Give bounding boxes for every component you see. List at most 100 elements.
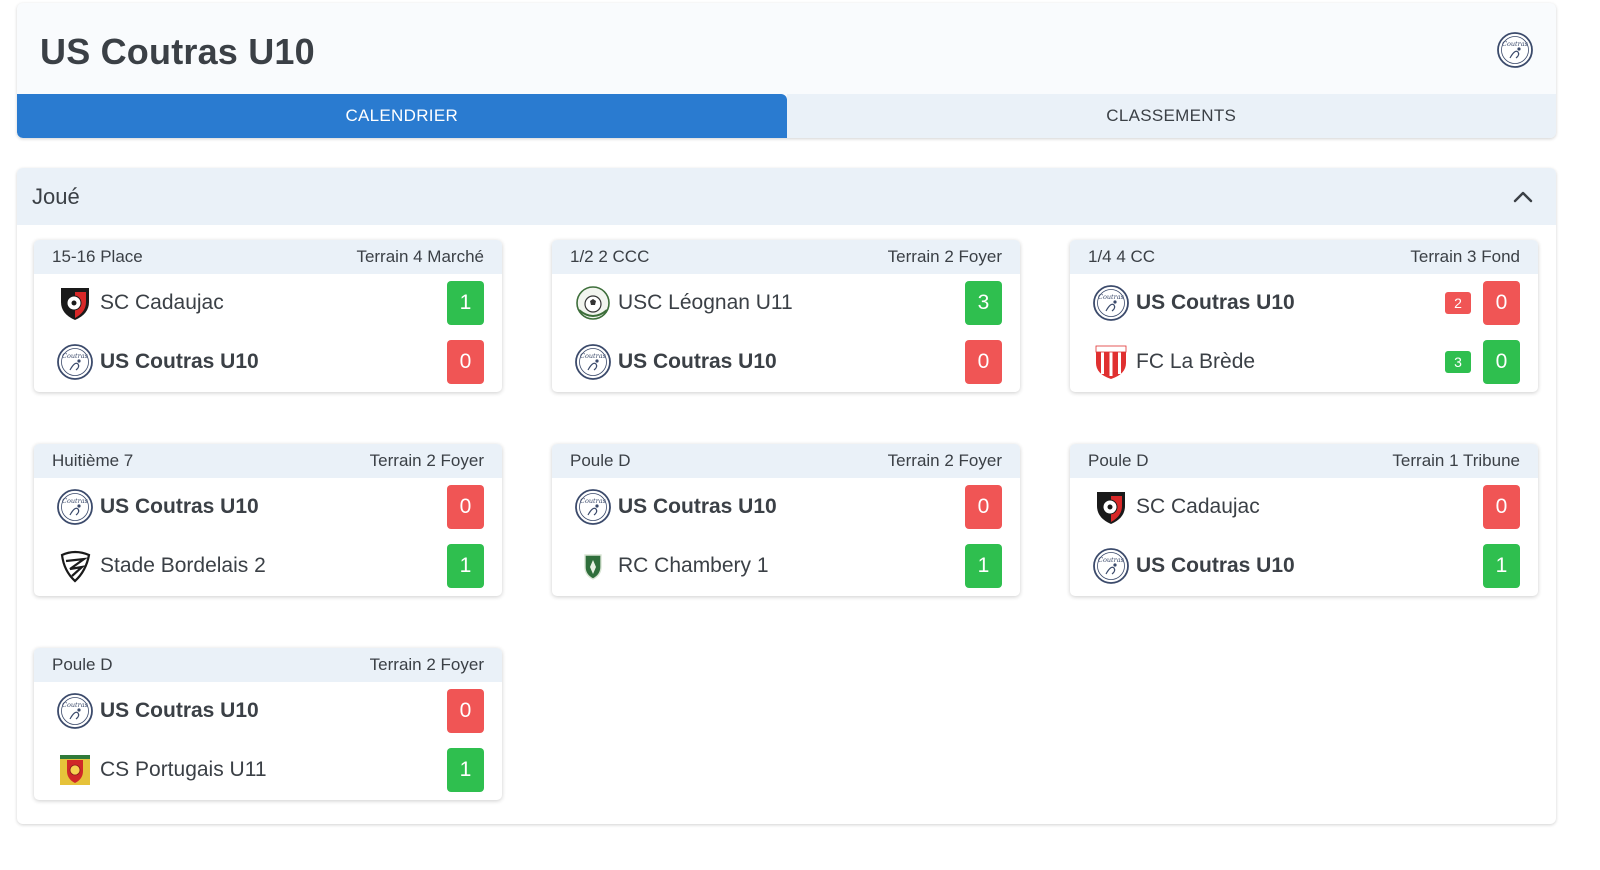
match-round: 15-16 Place (52, 247, 143, 266)
score-badge: 0 (1483, 340, 1520, 384)
portugal-crest-icon (56, 751, 94, 789)
score-badge: 3 (965, 281, 1002, 325)
svg-text:Coutras: Coutras (1502, 40, 1529, 48)
match-field: Terrain 2 Foyer (887, 451, 1002, 470)
coutras-crest-icon: Coutras (56, 488, 94, 526)
score-badge: 1 (447, 544, 484, 588)
match-card[interactable]: 15-16 Place Terrain 4 Marché SC Cadaujac 1 C… (34, 240, 502, 392)
coutras-crest-icon: Coutras (1092, 284, 1130, 322)
chevron-up-icon (1513, 191, 1533, 203)
tab-classements[interactable]: CLASSEMENTS (786, 94, 1556, 138)
team-header: US Coutras U10 Coutras CALENDRIER CLASSE… (17, 3, 1556, 138)
team-name: US Coutras U10 (618, 495, 777, 518)
team-row[interactable]: Coutras US Coutras U10 1 (1070, 541, 1538, 591)
match-round: Poule D (52, 655, 113, 674)
match-card[interactable]: Poule D Terrain 2 Foyer Coutras US Coutras … (552, 444, 1020, 596)
team-name: US Coutras U10 (100, 699, 259, 722)
shield-black-red-icon (1092, 488, 1130, 526)
team-row[interactable]: SC Cadaujac 1 (34, 278, 502, 328)
section-title: Joué (32, 183, 80, 209)
green-shield-icon (574, 547, 612, 585)
match-round: Poule D (570, 451, 631, 470)
section-header[interactable]: Joué (17, 168, 1556, 225)
green-ball-crest-icon (574, 284, 612, 322)
team-name: USC Léognan U11 (618, 291, 793, 314)
team-row[interactable]: Coutras US Coutras U10 0 (34, 686, 502, 736)
svg-text:Coutras: Coutras (1098, 293, 1125, 301)
match-header: Poule D Terrain 2 Foyer (34, 648, 502, 682)
coutras-crest-icon: Coutras (1496, 31, 1534, 69)
team-name: US Coutras U10 (100, 495, 259, 518)
team-row[interactable]: Coutras US Coutras U10 0 (34, 337, 502, 387)
team-row[interactable]: Coutras US Coutras U10 0 (34, 482, 502, 532)
match-header: 1/2 2 CCC Terrain 2 Foyer (552, 240, 1020, 274)
black-white-crest-icon (56, 547, 94, 585)
coutras-crest-icon: Coutras (574, 343, 612, 381)
match-round: 1/4 4 CC (1088, 247, 1156, 266)
tab-bar: CALENDRIER CLASSEMENTS (17, 94, 1556, 138)
team-name: US Coutras U10 (1136, 291, 1295, 314)
red-white-shield-icon (1092, 343, 1130, 381)
score-badge: 0 (1483, 281, 1520, 325)
match-field: Terrain 3 Fond (1410, 247, 1520, 266)
tab-calendrier[interactable]: CALENDRIER (17, 94, 787, 138)
coutras-crest-icon: Coutras (56, 343, 94, 381)
team-row[interactable]: FC La Brède 3 0 (1070, 337, 1538, 387)
team-name: RC Chambery 1 (618, 554, 769, 577)
match-card[interactable]: 1/4 4 CC Terrain 3 Fond Coutras US Coutras … (1070, 240, 1538, 392)
match-header: Huitième 7 Terrain 2 Foyer (34, 444, 502, 478)
score-badge: 1 (447, 281, 484, 325)
match-header: Poule D Terrain 1 Tribune (1070, 444, 1538, 478)
team-name: US Coutras U10 (618, 350, 777, 373)
team-row[interactable]: Coutras US Coutras U10 2 0 (1070, 278, 1538, 328)
svg-text:Coutras: Coutras (62, 701, 89, 709)
score-badge: 0 (965, 485, 1002, 529)
svg-text:Coutras: Coutras (62, 352, 89, 360)
svg-text:Coutras: Coutras (1098, 556, 1125, 564)
match-round: Poule D (1088, 451, 1149, 470)
match-header: Poule D Terrain 2 Foyer (552, 444, 1020, 478)
match-field: Terrain 2 Foyer (369, 655, 484, 674)
score-badge: 0 (447, 689, 484, 733)
team-name: SC Cadaujac (100, 291, 224, 314)
team-row[interactable]: RC Chambery 1 1 (552, 541, 1020, 591)
score-badge: 1 (965, 544, 1002, 588)
team-row[interactable]: SC Cadaujac 0 (1070, 482, 1538, 532)
match-field: Terrain 2 Foyer (369, 451, 484, 470)
score-badge: 0 (1483, 485, 1520, 529)
coutras-crest-icon: Coutras (1092, 547, 1130, 585)
svg-text:Coutras: Coutras (62, 497, 89, 505)
score-badge: 0 (447, 340, 484, 384)
match-field: Terrain 4 Marché (356, 247, 484, 266)
team-row[interactable]: Coutras US Coutras U10 0 (552, 337, 1020, 387)
team-row[interactable]: Coutras US Coutras U10 0 (552, 482, 1020, 532)
coutras-crest-icon: Coutras (56, 692, 94, 730)
collapse-button[interactable] (1510, 184, 1536, 210)
match-card[interactable]: Poule D Terrain 2 Foyer Coutras US Coutras … (34, 648, 502, 800)
match-field: Terrain 2 Foyer (887, 247, 1002, 266)
team-name: US Coutras U10 (100, 350, 259, 373)
penalty-score: 2 (1445, 292, 1471, 314)
team-row[interactable]: Stade Bordelais 2 1 (34, 541, 502, 591)
score-badge: 0 (965, 340, 1002, 384)
match-round: Huitième 7 (52, 451, 134, 470)
score-badge: 0 (447, 485, 484, 529)
svg-text:Coutras: Coutras (580, 497, 607, 505)
penalty-score: 3 (1445, 351, 1471, 373)
team-row[interactable]: CS Portugais U11 1 (34, 745, 502, 795)
match-field: Terrain 1 Tribune (1392, 451, 1520, 470)
match-card[interactable]: Poule D Terrain 1 Tribune SC Cadaujac 0 Cout… (1070, 444, 1538, 596)
match-header: 15-16 Place Terrain 4 Marché (34, 240, 502, 274)
team-name: SC Cadaujac (1136, 495, 1260, 518)
match-header: 1/4 4 CC Terrain 3 Fond (1070, 240, 1538, 274)
score-badge: 1 (447, 748, 484, 792)
team-row[interactable]: USC Léognan U11 3 (552, 278, 1020, 328)
team-name: CS Portugais U11 (100, 758, 267, 781)
score-badge: 1 (1483, 544, 1520, 588)
team-name: Stade Bordelais 2 (100, 554, 266, 577)
match-card[interactable]: Huitième 7 Terrain 2 Foyer Coutras US Coutr… (34, 444, 502, 596)
match-card[interactable]: 1/2 2 CCC Terrain 2 Foyer USC Léognan U11 3… (552, 240, 1020, 392)
match-round: 1/2 2 CCC (570, 247, 650, 266)
team-name: FC La Brède (1136, 350, 1256, 373)
shield-black-red-icon (56, 284, 94, 322)
